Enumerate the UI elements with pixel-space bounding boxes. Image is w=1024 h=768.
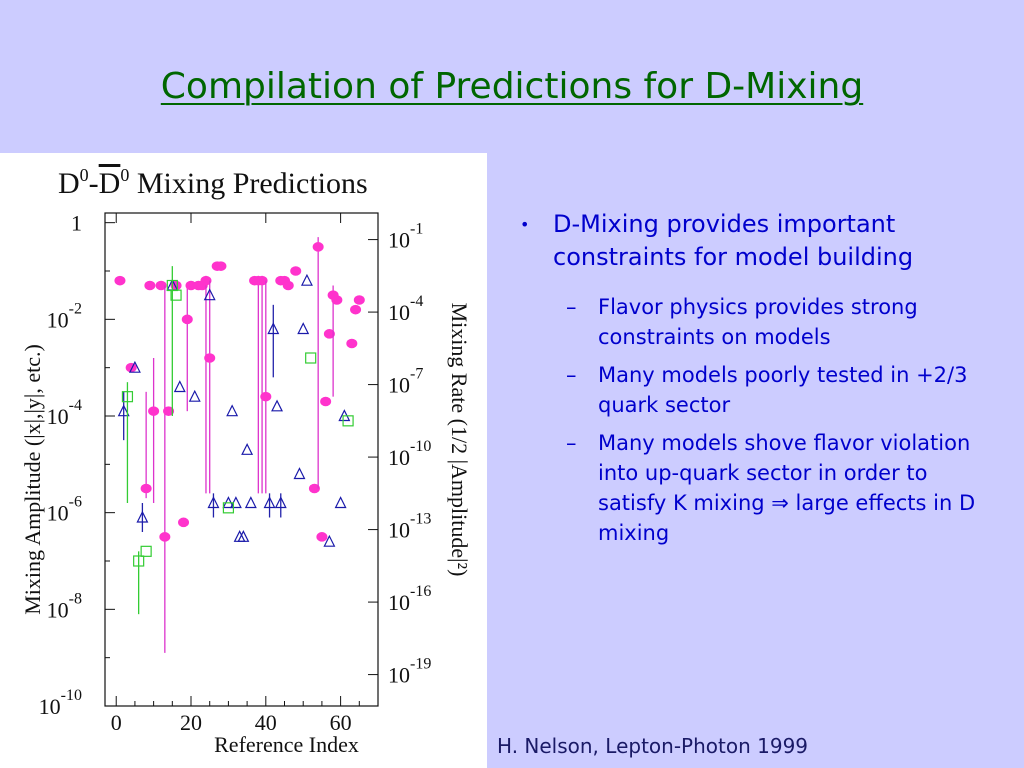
circle-point <box>323 329 335 339</box>
triangle-point <box>173 380 186 393</box>
circle-point <box>181 314 193 325</box>
triangle-point <box>207 496 220 509</box>
chart-axes: 0 20 40 60 1 10-2 10-4 10-6 10-8 10-10 10-1 10-4 10-… <box>20 211 472 757</box>
triangle-point <box>188 389 201 402</box>
x-tick-label: 60 <box>330 710 352 735</box>
circle-point <box>256 275 268 286</box>
sub-bullet-item: – Many models shove flavor violation int… <box>566 428 978 548</box>
triangle-point <box>300 273 313 286</box>
y-tick-label: 10-4 <box>47 397 82 429</box>
triangle-point <box>244 496 257 509</box>
circle-point <box>350 304 362 315</box>
circle-point <box>312 242 324 252</box>
bullet-dot: • <box>520 215 530 234</box>
circle-point <box>320 396 332 407</box>
circle-point <box>140 483 152 494</box>
y2-tick-label: 10-7 <box>388 366 423 398</box>
square-point <box>170 289 182 301</box>
y2-tick-label: 10-1 <box>388 221 423 253</box>
triangle-point <box>271 399 283 412</box>
y2-tick-label: 10-4 <box>388 293 423 325</box>
triangle-point <box>267 322 280 335</box>
triangle-point <box>334 496 347 509</box>
circle-point <box>163 406 175 416</box>
footer-credit: H. Nelson, Lepton-Photon 1999 <box>497 734 809 758</box>
bullet-item-main: • D-Mixing provides important constraint… <box>520 208 1000 274</box>
sub-bullet-item: – Many models poorly tested in +2/3 quar… <box>566 360 978 420</box>
circle-point <box>308 483 320 494</box>
sub-bullet-dash: – <box>566 431 577 455</box>
circle-point <box>159 532 171 542</box>
circle-point <box>114 275 126 286</box>
triangle-point <box>297 322 310 335</box>
triangle-point <box>241 442 254 455</box>
square-point <box>133 555 145 567</box>
circle-point <box>353 295 365 305</box>
y2-tick-label: 10-13 <box>388 511 431 543</box>
square-point <box>222 502 235 514</box>
sub-bullet-text: Flavor physics provides strong constrain… <box>598 295 918 349</box>
circle-point <box>144 280 156 291</box>
circle-point <box>215 261 227 271</box>
triangle-point <box>263 496 276 509</box>
x-tick-label: 20 <box>180 710 202 735</box>
circle-point <box>178 517 190 528</box>
circle-point <box>125 362 137 373</box>
y-tick-label: 10-8 <box>47 590 82 622</box>
circle-point <box>200 275 212 286</box>
triangle-point <box>323 534 336 547</box>
mixing-predictions-chart: D0-D0 Mixing PredictionsD0-D0 Mixing Pre… <box>20 165 472 757</box>
square-point <box>305 352 317 364</box>
slide-title: Compilation of Predictions for D-Mixing <box>160 66 864 107</box>
y2-axis-label: Mixing Rate (1/2 |Amplitude|²) <box>447 303 472 577</box>
circle-point <box>155 280 167 291</box>
triangle-point <box>136 510 149 523</box>
y-tick-label: 10-2 <box>47 300 82 332</box>
sub-bullet-dash: – <box>566 363 577 387</box>
circle-point <box>316 532 328 542</box>
triangle-point <box>226 404 239 417</box>
triangle-point <box>117 404 130 417</box>
sub-bullet-list: – Flavor physics provides strong constra… <box>566 292 1000 548</box>
circle-point <box>331 295 343 305</box>
square-point <box>121 391 134 403</box>
y-tick-label: 1 <box>71 211 82 236</box>
plot-frame <box>104 212 379 707</box>
y-axis-label: Mixing Amplitude (|x|,|y|, etc.) <box>20 344 45 615</box>
chart-panel: D0-D0 Mixing PredictionsD0-D0 Mixing Pre… <box>0 153 487 768</box>
sub-bullet-item: – Flavor physics provides strong constra… <box>566 292 978 352</box>
circle-point <box>204 353 216 363</box>
y2-tick-label: 10-16 <box>388 583 431 615</box>
circle-point <box>282 280 294 291</box>
sub-bullet-dash: – <box>566 295 577 319</box>
x-axis-label: Reference Index <box>214 732 359 757</box>
y-tick-label: 10-10 <box>39 687 82 719</box>
circle-point <box>290 266 302 276</box>
sub-bullet-text: Many models shove flavor violation into … <box>598 431 976 545</box>
y2-tick-label: 10-10 <box>388 438 431 470</box>
triangle-point <box>128 360 141 373</box>
triangle-point <box>293 467 306 480</box>
circle-point <box>260 391 272 402</box>
chart-plot-area <box>114 237 365 653</box>
chart-title: D0-D0 Mixing PredictionsD0-D0 Mixing Pre… <box>58 165 368 200</box>
sub-bullet-text: Many models poorly tested in +2/3 quark … <box>598 363 968 417</box>
bullet-list: • D-Mixing provides important constraint… <box>520 208 1000 556</box>
x-tick-label: 0 <box>111 710 122 735</box>
square-point <box>140 545 152 557</box>
square-point <box>342 415 354 427</box>
triangle-point <box>237 529 250 542</box>
chart-title-text: D0-D0 Mixing PredictionsD0-D0 Mixing Pre… <box>58 165 368 200</box>
x-tick-label: 40 <box>255 710 277 735</box>
triangle-point <box>203 288 216 301</box>
y2-tick-label: 10-19 <box>388 656 431 688</box>
triangle-point <box>274 496 287 509</box>
circle-point <box>148 406 160 416</box>
circle-point <box>346 338 358 349</box>
y-tick-label: 10-6 <box>47 494 82 526</box>
bullet-text: D-Mixing provides important constraints … <box>553 210 914 271</box>
